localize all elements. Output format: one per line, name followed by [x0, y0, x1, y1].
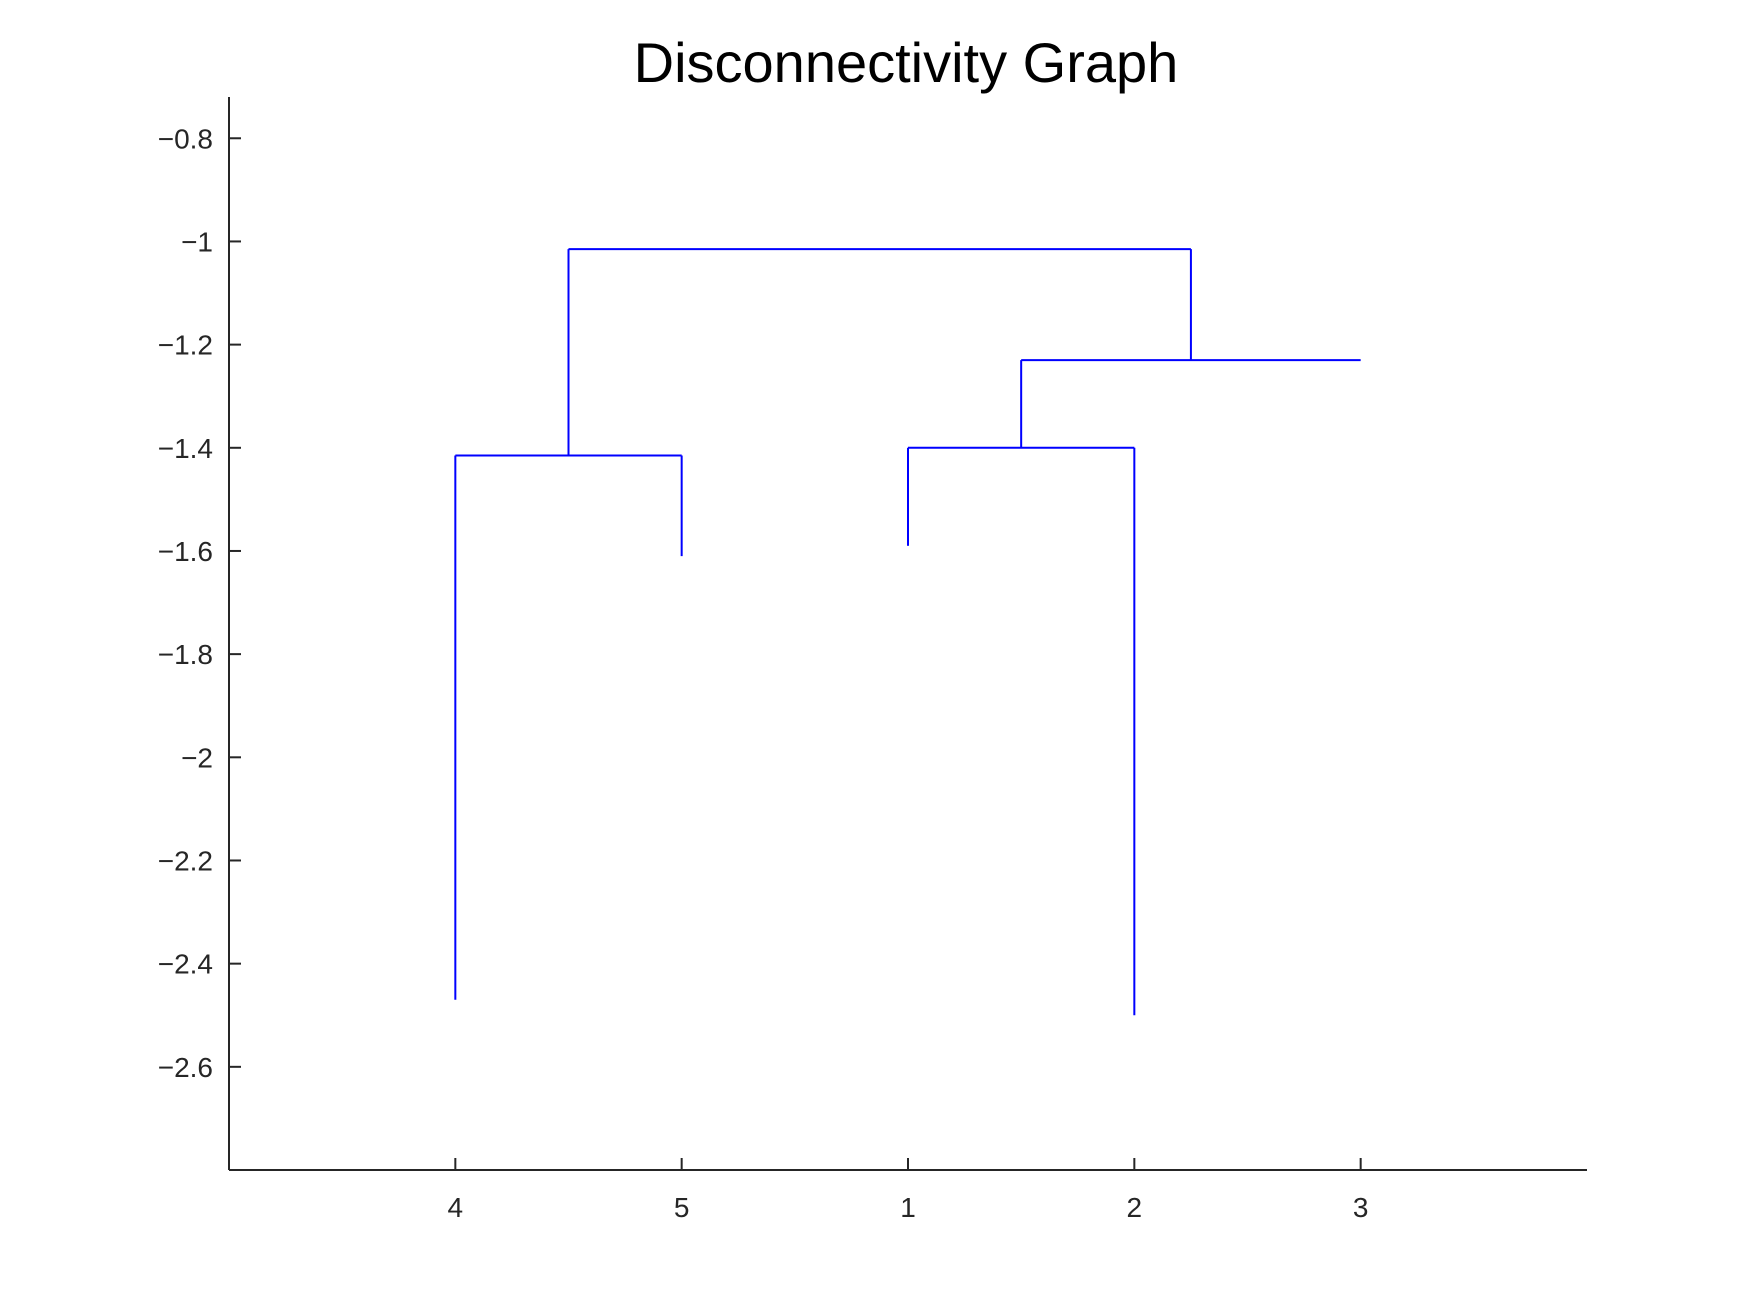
y-tick-label: −2.2 — [158, 845, 213, 876]
dendrogram-branches — [454, 248, 1361, 1016]
chart-title: Disconnectivity Graph — [634, 31, 1179, 94]
x-tick-label: 3 — [1353, 1192, 1369, 1223]
y-tick-label: −0.8 — [158, 123, 213, 154]
y-tick-label: −2 — [181, 742, 213, 773]
y-tick-label: −1.2 — [158, 330, 213, 361]
y-tick-label: −1.4 — [158, 433, 213, 464]
y-tick-label: −1.6 — [158, 536, 213, 567]
y-tick-label: −2.6 — [158, 1052, 213, 1083]
y-tick-label: −1 — [181, 226, 213, 257]
x-tick-label: 4 — [448, 1192, 464, 1223]
x-tick-label: 2 — [1127, 1192, 1143, 1223]
y-tick-label: −1.8 — [158, 639, 213, 670]
chart-axes: −0.8 −1 −1.2 −1.4 −1.6 −1.8 −2 −2.2 −2.4 −2.6 4 5 1 2… — [158, 97, 1587, 1223]
x-tick-label: 5 — [674, 1192, 690, 1223]
y-tick-label: −2.4 — [158, 949, 213, 980]
x-tick-label: 1 — [900, 1192, 916, 1223]
